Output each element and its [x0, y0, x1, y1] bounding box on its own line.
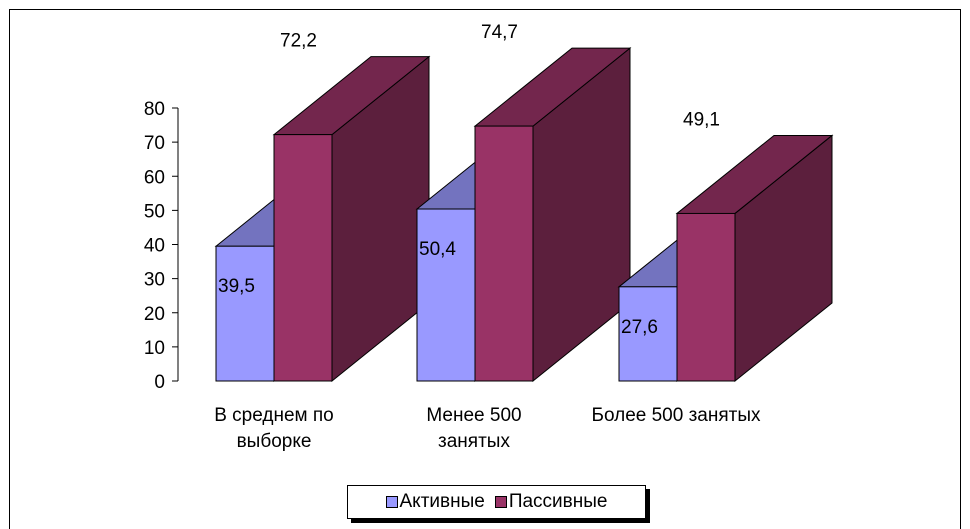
- y-tick-label: 80: [144, 99, 165, 120]
- y-tick-label: 50: [144, 201, 165, 222]
- y-tick-label: 60: [144, 167, 165, 188]
- data-label-active: 27,6: [621, 317, 658, 338]
- data-label-passive: 74,7: [481, 22, 518, 43]
- y-tick-label: 10: [144, 338, 165, 359]
- y-tick-label: 20: [144, 304, 165, 325]
- x-category-label: выборке: [237, 431, 312, 452]
- bar-active: [215, 245, 275, 382]
- legend-label-active: Активные: [399, 491, 485, 512]
- bar-passive: [676, 212, 736, 382]
- legend-swatch-passive: [494, 496, 507, 508]
- bar-active: [416, 208, 476, 382]
- y-tick-label: 70: [144, 133, 165, 154]
- legend-swatch-active: [385, 496, 398, 508]
- x-category-label: Менее 500: [426, 405, 521, 426]
- legend: Активные Пассивные: [347, 485, 646, 519]
- x-category-label: В среднем по: [214, 405, 334, 426]
- data-label-passive: 49,1: [683, 109, 720, 130]
- data-label-passive: 72,2: [280, 31, 317, 52]
- y-tick-label: 0: [154, 372, 165, 393]
- data-label-active: 39,5: [218, 276, 255, 297]
- legend-item-passive: Пассивные: [494, 491, 608, 513]
- y-tick-label: 40: [144, 236, 165, 257]
- bar-active: [618, 286, 678, 382]
- bar-passive: [273, 134, 333, 382]
- y-tick-label: 30: [144, 270, 165, 291]
- x-category-label: занятых: [438, 431, 510, 452]
- x-category-label: Более 500 занятых: [591, 405, 761, 426]
- legend-item-active: Активные: [385, 491, 485, 513]
- bar-passive: [474, 125, 534, 382]
- data-label-active: 50,4: [419, 239, 456, 260]
- legend-label-passive: Пассивные: [508, 491, 608, 512]
